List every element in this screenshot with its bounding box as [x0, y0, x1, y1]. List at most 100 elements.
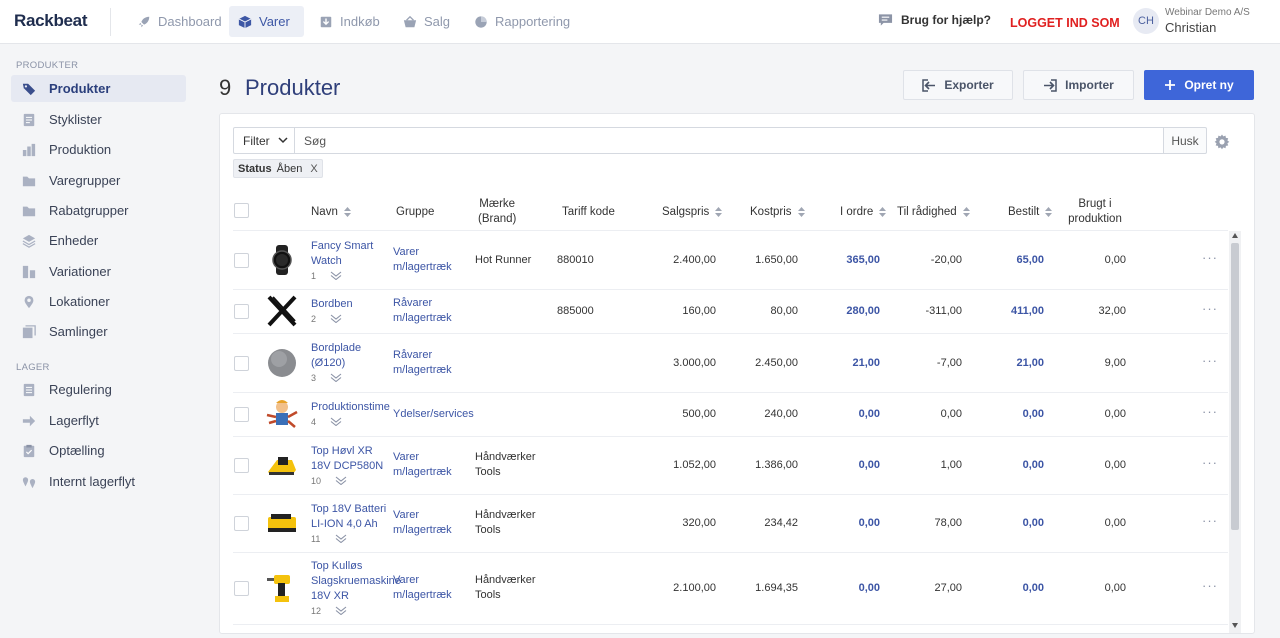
product-group[interactable]: Råvarer: [393, 348, 433, 361]
row-checkbox[interactable]: [234, 581, 249, 596]
product-group[interactable]: Varer: [393, 509, 420, 521]
column-header-tariff[interactable]: Tariff kode: [562, 206, 615, 218]
filter-dropdown[interactable]: Filter: [233, 127, 295, 154]
nav-salg[interactable]: Salg: [394, 6, 459, 37]
logged-in-as[interactable]: LOGGET IND SOM: [1010, 16, 1120, 30]
select-all-checkbox[interactable]: [234, 203, 249, 218]
nav-rapportering[interactable]: Rapportering: [465, 6, 579, 37]
search-input[interactable]: [294, 127, 1164, 154]
column-header-in-order[interactable]: I ordre: [840, 205, 887, 220]
product-name[interactable]: LI-ION 4,0 Ah: [311, 517, 378, 530]
avatar[interactable]: CH: [1133, 8, 1159, 34]
expand-chevron-icon[interactable]: [335, 476, 347, 485]
column-header-ordered[interactable]: Bestilt: [1008, 205, 1053, 220]
product-group[interactable]: m/lagertræk: [393, 261, 452, 273]
import-button[interactable]: Importer: [1023, 70, 1134, 100]
in-order[interactable]: 21,00: [852, 356, 880, 369]
in-order[interactable]: 280,00: [846, 305, 880, 317]
help-link[interactable]: Brug for hjælp?: [878, 13, 991, 27]
column-header-name[interactable]: Navn: [311, 205, 351, 220]
row-actions-button[interactable]: ···: [1202, 404, 1218, 419]
sidebar-item-lokationer[interactable]: Lokationer: [11, 288, 186, 315]
product-name[interactable]: Top 18V Batteri: [311, 502, 387, 515]
product-name[interactable]: 18V XR: [311, 590, 349, 602]
in-order[interactable]: 0,00: [858, 459, 880, 471]
expand-chevron-icon[interactable]: [330, 373, 342, 382]
row-actions-button[interactable]: ···: [1202, 352, 1218, 368]
nav-varer[interactable]: Varer: [229, 6, 304, 37]
column-header-available[interactable]: Til rådighed: [897, 205, 970, 220]
row-checkbox[interactable]: [234, 516, 249, 531]
sidebar-item-varegrupper[interactable]: Varegrupper: [11, 167, 186, 194]
ordered[interactable]: 0,00: [1022, 582, 1044, 594]
column-header-cost-price[interactable]: Kostpris: [750, 205, 805, 220]
remove-tag-button[interactable]: X: [310, 162, 318, 175]
row-checkbox[interactable]: [234, 304, 249, 319]
product-name[interactable]: 18V DCP580N: [311, 459, 384, 472]
product-name[interactable]: Bordplade: [311, 342, 362, 354]
in-order[interactable]: 0,00: [858, 408, 880, 420]
ordered[interactable]: 0,00: [1022, 408, 1044, 420]
nav-indkob[interactable]: Indkøb: [310, 6, 389, 37]
sidebar-item-regulering[interactable]: Regulering: [11, 376, 186, 403]
in-order[interactable]: 365,00: [846, 254, 880, 266]
sidebar-item-variationer[interactable]: Variationer: [11, 258, 186, 285]
product-group[interactable]: Varer: [393, 246, 420, 258]
sidebar-item-styklister[interactable]: Styklister: [11, 106, 186, 133]
product-name[interactable]: Produktionstime: [311, 401, 390, 413]
sidebar-item-optaelling[interactable]: Optælling: [11, 437, 186, 464]
product-name[interactable]: Bordben: [311, 298, 353, 310]
product-group[interactable]: m/lagertræk: [393, 466, 452, 478]
ordered[interactable]: 65,00: [1016, 254, 1044, 266]
product-group[interactable]: Varer: [393, 574, 420, 586]
row-actions-button[interactable]: ···: [1202, 301, 1218, 316]
row-checkbox[interactable]: [234, 458, 249, 473]
product-group[interactable]: Varer: [393, 451, 420, 463]
product-group[interactable]: m/lagertræk: [393, 312, 452, 324]
in-order[interactable]: 0,00: [858, 517, 880, 529]
product-name[interactable]: Top Høvl XR: [311, 444, 373, 457]
scroll-up-icon[interactable]: [1232, 233, 1238, 238]
product-name[interactable]: (Ø120): [311, 357, 346, 369]
column-header-brand[interactable]: Mærke (Brand): [478, 197, 516, 227]
expand-chevron-icon[interactable]: [335, 606, 347, 615]
product-group[interactable]: Råvarer: [393, 297, 433, 309]
column-header-used-in-production[interactable]: Brugt i produktion: [1067, 197, 1123, 227]
app-logo[interactable]: Rackbeat: [14, 11, 88, 30]
product-group[interactable]: m/lagertræk: [393, 524, 452, 536]
expand-chevron-icon[interactable]: [330, 417, 342, 426]
ordered[interactable]: 411,00: [1010, 305, 1044, 317]
product-name[interactable]: Watch: [311, 254, 342, 267]
row-actions-button[interactable]: ···: [1202, 455, 1218, 470]
product-group[interactable]: m/lagertræk: [393, 363, 452, 376]
sidebar-item-lagerflyt[interactable]: Lagerflyt: [11, 407, 186, 434]
sidebar-item-rabatgrupper[interactable]: Rabatgrupper: [11, 197, 186, 224]
user-name[interactable]: Christian: [1165, 20, 1217, 35]
nav-dashboard[interactable]: Dashboard: [128, 6, 231, 37]
row-checkbox[interactable]: [234, 253, 249, 268]
column-header-group[interactable]: Gruppe: [396, 206, 435, 218]
product-name[interactable]: Slagskruemaskine: [311, 575, 401, 587]
expand-chevron-icon[interactable]: [330, 314, 342, 323]
sidebar-item-produkter[interactable]: Produkter: [11, 75, 186, 102]
sidebar-item-samlinger[interactable]: Samlinger: [11, 318, 186, 345]
row-actions-button[interactable]: ···: [1202, 513, 1218, 528]
product-name[interactable]: Fancy Smart: [311, 239, 374, 252]
expand-chevron-icon[interactable]: [330, 271, 342, 280]
sidebar-item-enheder[interactable]: Enheder: [11, 227, 186, 254]
export-button[interactable]: Exporter: [903, 70, 1013, 100]
ordered[interactable]: 21,00: [1016, 356, 1044, 369]
create-new-button[interactable]: Opret ny: [1144, 70, 1254, 100]
scroll-down-icon[interactable]: [1232, 623, 1238, 628]
in-order[interactable]: 0,00: [858, 582, 880, 594]
gear-icon[interactable]: [1214, 134, 1230, 150]
row-actions-button[interactable]: ···: [1202, 250, 1218, 265]
row-checkbox[interactable]: [234, 407, 249, 422]
product-group[interactable]: m/lagertræk: [393, 589, 452, 601]
sidebar-item-internt-lagerflyt[interactable]: Internt lagerflyt: [11, 468, 186, 495]
row-actions-button[interactable]: ···: [1202, 578, 1218, 593]
ordered[interactable]: 0,00: [1022, 517, 1044, 529]
product-group[interactable]: Ydelser/services: [393, 407, 474, 420]
row-checkbox[interactable]: [234, 355, 249, 371]
sidebar-item-produktion[interactable]: Produktion: [11, 136, 186, 163]
